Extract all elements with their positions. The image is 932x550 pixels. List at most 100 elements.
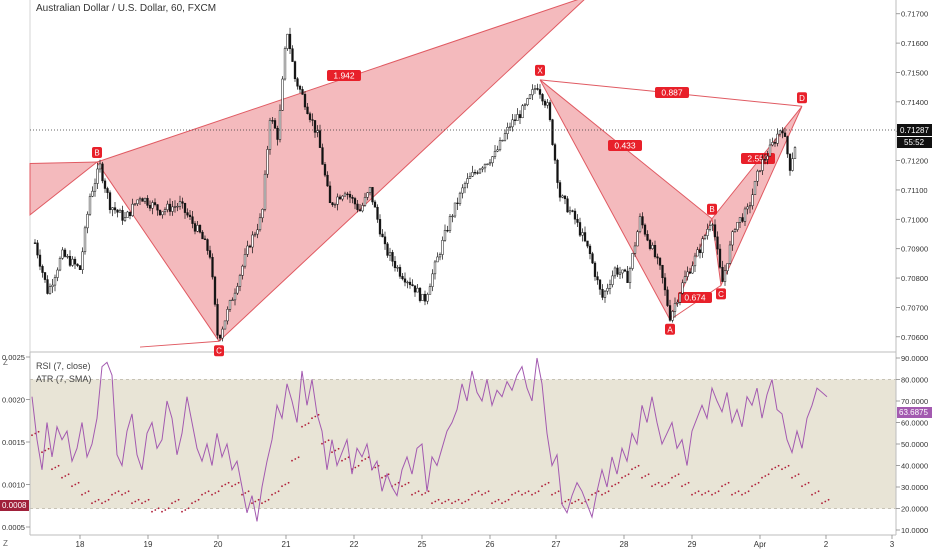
atr-point (771, 468, 773, 471)
candle-body (698, 249, 702, 254)
atr-point (327, 439, 330, 442)
pattern-ratio-left_ratio[interactable]: 1.942 (327, 70, 361, 81)
atr-point (137, 498, 140, 501)
atr-point (591, 493, 593, 496)
atr-point (331, 451, 333, 454)
atr-point (621, 476, 623, 479)
candle-body (786, 136, 789, 155)
candle-body (483, 163, 487, 169)
atr-point (197, 498, 200, 501)
atr-point (697, 490, 700, 493)
atr-tick-label: 0.0025 (2, 353, 25, 362)
candle-body (773, 142, 777, 144)
time-tick-label: 2 (824, 540, 829, 549)
left-pattern-c-extension[interactable] (139, 340, 220, 348)
pattern-point-left_b[interactable]: B (92, 147, 102, 159)
atr-point (774, 466, 777, 469)
candle-body (141, 198, 144, 202)
candle-body (388, 252, 392, 256)
candle-body (48, 286, 52, 294)
pattern-point-right_b[interactable]: B (707, 203, 717, 215)
indicator-pane[interactable]: RSI (7, close) ATR (7, SMA) 90.0000 80.00… (0, 352, 932, 535)
rsi-tick-label: 60.0000 (901, 419, 928, 428)
candle-body (631, 253, 634, 269)
atr-point (314, 415, 317, 418)
candle-body (761, 159, 764, 171)
atr-point (404, 483, 407, 486)
candle-body (358, 209, 362, 212)
rsi-tick-label: 30.0000 (901, 483, 928, 492)
candle-body (623, 269, 627, 272)
candle-body (223, 320, 227, 330)
candle-body (371, 187, 374, 203)
atr-point (381, 476, 383, 479)
candle-body (713, 224, 717, 238)
candle-body (151, 202, 154, 209)
atr-point (254, 500, 257, 503)
pattern-point-marker (92, 147, 102, 159)
atr-point (684, 483, 687, 486)
candle-body (511, 119, 514, 128)
atr-series (31, 413, 830, 513)
candle-body (128, 211, 132, 217)
candle-body (461, 187, 464, 194)
candle-body (596, 276, 599, 281)
price-pane[interactable]: B C X A B C D 1.942 0.887 0.433 0.674 2.559 Austral… (29, 0, 896, 357)
candle-body (376, 206, 379, 220)
atr-point (304, 424, 307, 426)
candle-body (256, 229, 259, 235)
pane-z-marker-top: Z (3, 358, 8, 367)
candle-body (308, 113, 312, 120)
pattern-ratio-ratio_xd[interactable]: 0.887 (655, 87, 689, 98)
atr-point (737, 490, 740, 493)
atr-point (221, 485, 223, 488)
pattern-ratio-ratio_ac[interactable]: 0.674 (678, 292, 712, 303)
candle-body (291, 48, 294, 62)
harmonic-patterns[interactable]: B C X A B C D 1.942 0.887 0.433 0.674 2.559 (29, 0, 807, 357)
pattern-point-right_x[interactable]: X (535, 64, 545, 76)
candle-body (148, 205, 152, 209)
candle-body (636, 231, 639, 247)
price-axis[interactable]: 0.717000.716000.715000.714000.713000.712… (895, 0, 932, 352)
candle-body (648, 239, 652, 249)
atr-point (461, 502, 463, 505)
atr-point (564, 500, 567, 503)
pattern-point-right_c[interactable]: C (716, 288, 726, 300)
candle-body (91, 190, 94, 197)
candle-body (51, 284, 54, 287)
rsi-tick-label: 80.0000 (901, 376, 928, 385)
pattern-point-left_c[interactable]: C (214, 345, 224, 357)
atr-point (641, 476, 643, 479)
atr-point (497, 498, 500, 501)
pattern-point-marker (797, 92, 807, 104)
candle-body (711, 224, 714, 226)
atr-point (394, 483, 397, 486)
candle-body (638, 216, 642, 232)
atr-point (464, 500, 467, 503)
candle-body (746, 206, 749, 210)
symbol-title: Australian Dollar / U.S. Dollar, 60, FXC… (36, 3, 216, 14)
atr-point (761, 476, 763, 479)
candle-body (226, 309, 229, 322)
candle-body (136, 199, 139, 204)
candle-body (491, 156, 494, 164)
atr-point (194, 500, 197, 503)
atr-point (207, 490, 210, 493)
left-pattern-xab-triangle[interactable] (29, 161, 99, 216)
ratio-label-box (327, 70, 361, 81)
candle-body (41, 266, 44, 273)
atr-point (517, 490, 520, 493)
pattern-point-right_d[interactable]: D (797, 92, 807, 104)
pattern-ratio-ratio_ab[interactable]: 0.433 (608, 140, 642, 151)
atr-point (334, 449, 337, 452)
pattern-point-right_a[interactable]: A (665, 323, 675, 335)
candle-body (386, 243, 389, 256)
candle-body (243, 254, 247, 267)
time-axis[interactable]: 18 19 20 21 22 25 26 27 28 29 Apr 2 3 Z Z (3, 358, 896, 549)
atr-point (797, 473, 800, 476)
atr-point (821, 502, 823, 505)
atr-point (674, 475, 677, 477)
candle-body (206, 239, 209, 251)
pattern-ratio-ratio_bd[interactable]: 2.559 (741, 153, 775, 164)
